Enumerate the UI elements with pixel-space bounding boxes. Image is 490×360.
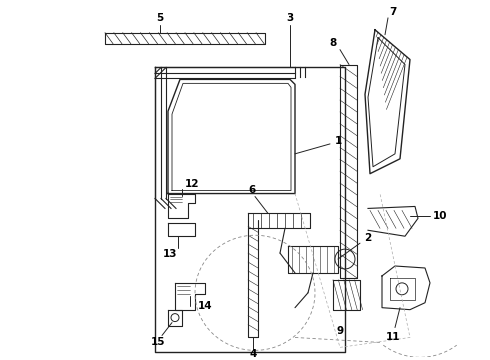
Text: 1: 1 [334,136,342,146]
Text: 7: 7 [390,7,397,17]
Text: 5: 5 [156,13,164,23]
Text: 11: 11 [386,332,400,342]
Text: 8: 8 [329,38,337,48]
Text: 14: 14 [197,301,212,311]
Text: 3: 3 [286,13,294,23]
Text: 15: 15 [151,337,165,347]
Text: 2: 2 [365,233,371,243]
Text: 12: 12 [185,179,199,189]
Text: 10: 10 [433,211,447,221]
Text: 13: 13 [163,249,177,259]
Text: 4: 4 [249,349,257,359]
Text: 9: 9 [337,325,343,336]
Text: 6: 6 [248,185,256,194]
